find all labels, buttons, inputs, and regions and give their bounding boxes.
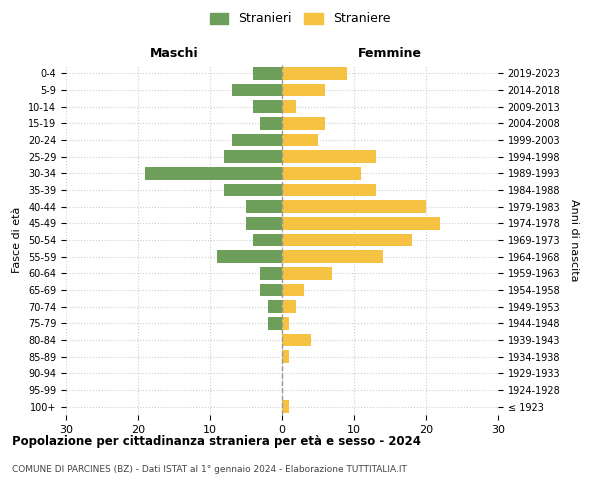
Bar	[282, 184, 376, 196]
Bar	[246, 200, 282, 213]
Bar	[224, 150, 282, 163]
Bar	[253, 234, 282, 246]
Bar	[253, 100, 282, 113]
Bar	[282, 150, 376, 163]
Text: Maschi: Maschi	[149, 47, 199, 60]
Bar	[282, 134, 318, 146]
Bar	[145, 167, 282, 179]
Bar	[282, 317, 289, 330]
Bar	[282, 117, 325, 130]
Bar	[260, 117, 282, 130]
Bar	[224, 184, 282, 196]
Text: COMUNE DI PARCINES (BZ) - Dati ISTAT al 1° gennaio 2024 - Elaborazione TUTTITALI: COMUNE DI PARCINES (BZ) - Dati ISTAT al …	[12, 465, 407, 474]
Text: Popolazione per cittadinanza straniera per età e sesso - 2024: Popolazione per cittadinanza straniera p…	[12, 435, 421, 448]
Bar	[253, 67, 282, 80]
Bar	[232, 84, 282, 96]
Bar	[282, 234, 412, 246]
Bar	[282, 217, 440, 230]
Legend: Stranieri, Straniere: Stranieri, Straniere	[206, 8, 394, 29]
Bar	[217, 250, 282, 263]
Bar	[268, 300, 282, 313]
Y-axis label: Anni di nascita: Anni di nascita	[569, 198, 579, 281]
Bar	[260, 284, 282, 296]
Bar	[282, 84, 325, 96]
Text: Femmine: Femmine	[358, 47, 422, 60]
Bar	[232, 134, 282, 146]
Bar	[282, 67, 347, 80]
Y-axis label: Fasce di età: Fasce di età	[13, 207, 22, 273]
Bar	[282, 250, 383, 263]
Bar	[282, 400, 289, 413]
Bar	[282, 300, 296, 313]
Bar	[282, 334, 311, 346]
Bar	[282, 200, 426, 213]
Bar	[282, 284, 304, 296]
Bar	[282, 350, 289, 363]
Bar	[268, 317, 282, 330]
Bar	[282, 100, 296, 113]
Bar	[282, 167, 361, 179]
Bar	[282, 267, 332, 280]
Bar	[260, 267, 282, 280]
Bar	[246, 217, 282, 230]
